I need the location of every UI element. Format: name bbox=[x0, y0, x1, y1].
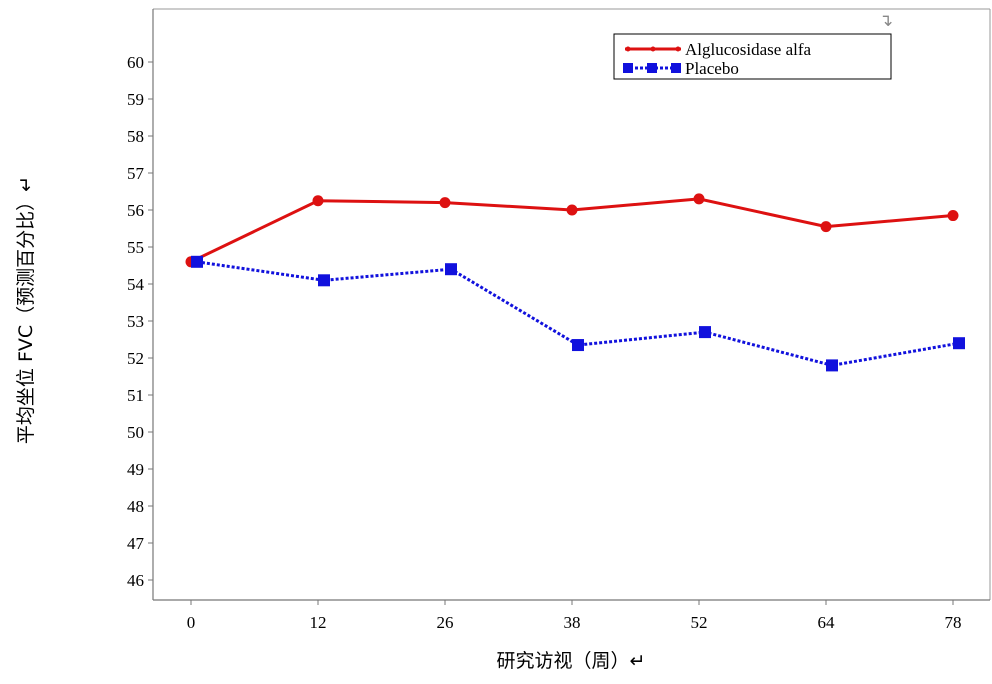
x-tick-label: 0 bbox=[187, 613, 196, 632]
point-placebo bbox=[699, 326, 711, 339]
x-axis-ticks: 0 12 26 38 52 64 78 bbox=[187, 600, 962, 632]
legend-label-alglucosidase-alfa: Alglucosidase alfa bbox=[685, 40, 811, 59]
series-placebo bbox=[191, 255, 965, 372]
top-right-mark: ↴ bbox=[879, 11, 893, 31]
y-tick-label: 58 bbox=[127, 127, 144, 146]
point-placebo bbox=[191, 255, 203, 268]
legend-entry-placebo: Placebo bbox=[623, 59, 739, 78]
legend-marker-alglucosidase-alfa bbox=[625, 46, 631, 52]
point-placebo bbox=[826, 359, 838, 372]
point-alglucosidase-alfa bbox=[566, 204, 578, 216]
y-tick-label: 54 bbox=[127, 275, 145, 294]
point-placebo bbox=[572, 339, 584, 352]
point-alglucosidase-alfa bbox=[947, 210, 959, 222]
x-tick-label: 64 bbox=[818, 613, 836, 632]
y-tick-label: 51 bbox=[127, 386, 144, 405]
series-alglucosidase-alfa bbox=[185, 193, 959, 268]
x-tick-label: 38 bbox=[564, 613, 581, 632]
plot-frame bbox=[152, 8, 991, 601]
y-tick-label: 59 bbox=[127, 90, 144, 109]
y-tick-label: 53 bbox=[127, 312, 144, 331]
x-tick-label: 26 bbox=[437, 613, 454, 632]
x-axis-title: 研究访视（周）↵ bbox=[497, 650, 646, 672]
legend-marker-placebo bbox=[671, 63, 681, 73]
y-tick-label: 55 bbox=[127, 238, 144, 257]
legend-entry-alglucosidase-alfa: Alglucosidase alfa bbox=[625, 40, 811, 59]
point-placebo bbox=[953, 337, 965, 350]
x-tick-label: 52 bbox=[691, 613, 708, 632]
y-tick-label: 60 bbox=[127, 53, 144, 72]
legend-marker-placebo bbox=[623, 63, 633, 73]
legend-label-placebo: Placebo bbox=[685, 59, 739, 78]
y-axis-title: 平均坐位 FVC（预测百分比）↵ bbox=[15, 176, 37, 444]
point-placebo bbox=[445, 263, 457, 276]
y-tick-label: 48 bbox=[127, 497, 144, 516]
legend-marker-alglucosidase-alfa bbox=[650, 46, 656, 52]
point-alglucosidase-alfa bbox=[312, 195, 324, 207]
y-axis-ticks: 46 47 48 49 50 51 52 53 54 55 56 57 58 59 60 bbox=[127, 53, 153, 590]
y-tick-label: 56 bbox=[127, 201, 144, 220]
point-placebo bbox=[318, 274, 330, 287]
y-tick-label: 57 bbox=[127, 164, 145, 183]
y-tick-label: 50 bbox=[127, 423, 144, 442]
legend-marker-alglucosidase-alfa bbox=[675, 46, 681, 52]
legend-box bbox=[613, 33, 892, 80]
point-alglucosidase-alfa bbox=[439, 197, 451, 209]
x-tick-label: 12 bbox=[310, 613, 327, 632]
legend: Alglucosidase alfa Placebo bbox=[613, 33, 892, 80]
series-layer bbox=[185, 193, 965, 372]
legend-marker-placebo bbox=[647, 63, 657, 73]
point-alglucosidase-alfa bbox=[693, 193, 705, 205]
x-tick-label: 78 bbox=[945, 613, 962, 632]
y-tick-label: 46 bbox=[127, 571, 144, 590]
y-tick-label: 47 bbox=[127, 534, 145, 553]
y-tick-label: 52 bbox=[127, 349, 144, 368]
point-alglucosidase-alfa bbox=[820, 221, 832, 233]
y-tick-label: 49 bbox=[127, 460, 144, 479]
